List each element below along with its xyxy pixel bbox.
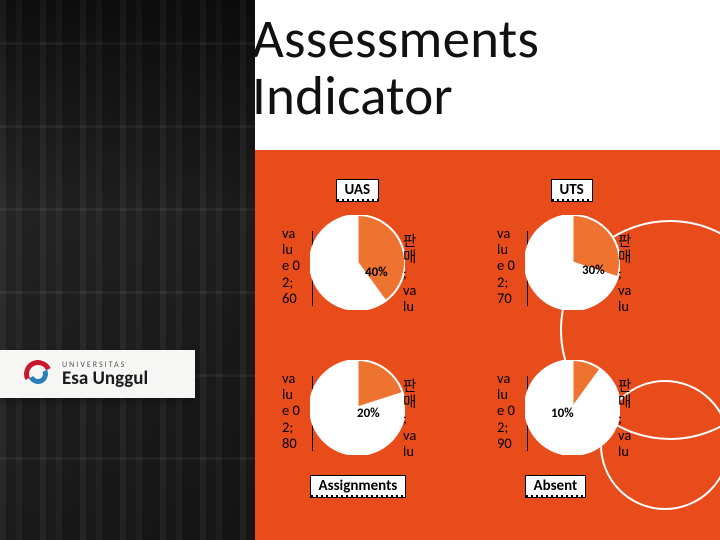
badge-text: Universitas Esa Unggul [62,361,148,388]
text-fragment: 판 매 ; va lu [403,233,416,314]
badge-univ-name: Esa Unggul [62,369,148,388]
text-fragment: 판 매 ; va lu [618,378,631,459]
text-fragment: va lu e 0 2; 70 [497,225,515,306]
pie-percent-label: 30% [582,263,605,278]
pie-chart [525,215,620,310]
chart-grid: UAS 40%va lu e 0 2; 60판 매 ; va luUTS 30%… [255,185,720,500]
pie-percent-label: 10% [551,406,574,421]
text-fragment: 판 매 ; va lu [403,378,416,459]
chart-label-chip: Assignments [310,475,407,498]
slide: Universitas Esa Unggul Assessments Indic… [0,0,720,540]
text-fragment: va lu e 0 2; 90 [497,370,515,451]
library-photo [0,0,255,540]
text-fragment: 판 매 ; va lu [618,233,631,314]
university-badge: Universitas Esa Unggul [0,350,195,398]
pie-chart [310,215,405,310]
swirl-logo-icon [22,358,54,390]
text-fragment: va lu e 0 2; 60 [282,225,300,306]
text-fragment: va lu e 0 2; 80 [282,370,300,451]
chart-label-chip: Absent [525,475,587,498]
chart-label-chip: UAS [336,179,380,202]
chart-label-chip: UTS [551,179,593,202]
pie-percent-label: 40% [365,265,388,280]
slide-title: Assessments Indicator [246,10,692,124]
pie-percent-label: 20% [357,406,380,421]
